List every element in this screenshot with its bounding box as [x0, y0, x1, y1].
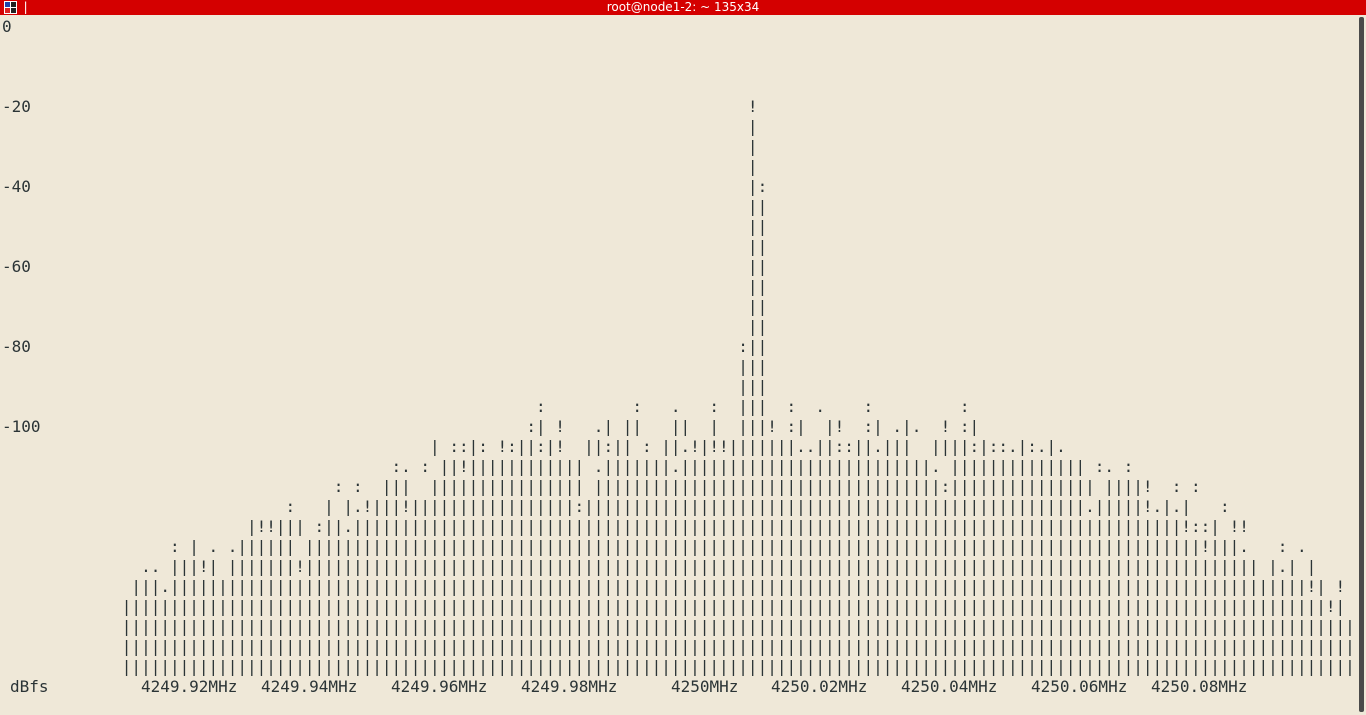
- y-tick-label: -100: [2, 417, 41, 436]
- spectrum-row: ||||||||||||||||||||||||||||||||||||||||…: [64, 617, 1355, 636]
- y-axis-ticks: 0 -20 -40 -60 -80 -100: [2, 17, 41, 436]
- x-tick-label: 4249.92MHz: [141, 677, 237, 696]
- spectrum-row: |||: [64, 377, 767, 396]
- spectrum-row: ||: [64, 257, 767, 276]
- y-tick-label: -60: [2, 257, 31, 276]
- spectrum-row: |: [64, 157, 758, 176]
- terminal-icon[interactable]: [4, 1, 17, 14]
- x-tick-label: 4250MHz: [671, 677, 738, 696]
- spectrum-row: :. : ||!|||||||||||| .|||||||.||||||||||…: [64, 457, 1133, 476]
- spectrum-row: ||: [64, 237, 767, 256]
- y-tick-label: -20: [2, 97, 31, 116]
- spectrum-row: |:: [64, 177, 767, 196]
- spectrum-row: : : . : ||| : . : :: [64, 397, 969, 416]
- spectrum-row: :| ! .| || || | |||! :| |! :| .|. ! :|: [64, 417, 979, 436]
- spectrum-row: ||||||||||||||||||||||||||||||||||||||||…: [64, 637, 1355, 656]
- spectrum-row: | ::|: !:||:|! ||:|| : ||.!|!!|||||||..|…: [64, 437, 1066, 456]
- title-separator: |: [22, 0, 30, 14]
- scrollbar-thumb[interactable]: [1359, 17, 1364, 712]
- y-axis-label: dBfs: [10, 677, 49, 696]
- spectrum-row: ||||||||||||||||||||||||||||||||||||||||…: [64, 657, 1355, 676]
- spectrum-row: ||: [64, 217, 767, 236]
- spectrum-row: .. |||!| |||||||!|||||||||||||||||||||||…: [64, 557, 1316, 576]
- spectrum-row: |: [64, 137, 758, 156]
- x-tick-label: 4249.94MHz: [261, 677, 357, 696]
- spectrum-row: |||.||||||||||||||||||||||||||||||||||||…: [64, 577, 1345, 596]
- spectrum-row: |||: [64, 357, 767, 376]
- x-tick-label: 4249.96MHz: [391, 677, 487, 696]
- spectrum-row: :||: [64, 337, 767, 356]
- spectrum-row: ||||||||||||||||||||||||||||||||||||||||…: [64, 597, 1345, 616]
- y-tick-label: -40: [2, 177, 31, 196]
- spectrum-row: |!!||| :||.|||||||||||||||||||||||||||||…: [64, 517, 1249, 536]
- spectrum-row: ||: [64, 277, 767, 296]
- terminal-area[interactable]: 0 -20 -40 -60 -80 -100 ! |: [0, 15, 1358, 715]
- spectrum-row: : | |.!|||!|||||||||||||||||:|||||||||||…: [64, 497, 1230, 516]
- y-tick-label: 0: [2, 17, 12, 36]
- spectrum-bars: ! | |: [64, 97, 1355, 676]
- window-title: root@node1-2: ~ 135x34: [606, 0, 760, 14]
- spectrum-row: : : ||| |||||||||||||||| |||||||||||||||…: [64, 477, 1201, 496]
- x-tick-label: 4250.08MHz: [1151, 677, 1247, 696]
- spectrum-plot: 0 -20 -40 -60 -80 -100 ! |: [2, 17, 1355, 696]
- x-axis-ticks: 4249.92MHz 4249.94MHz 4249.96MHz 4249.98MHz…: [141, 677, 1247, 696]
- spectrum-row: |: [64, 117, 758, 136]
- y-tick-label: -80: [2, 337, 31, 356]
- x-tick-label: 4250.04MHz: [901, 677, 997, 696]
- spectrum-row: !: [64, 97, 758, 116]
- x-tick-label: 4250.02MHz: [771, 677, 867, 696]
- spectrum-row: ||: [64, 197, 767, 216]
- spectrum-row: ||: [64, 317, 767, 336]
- x-tick-label: 4250.06MHz: [1031, 677, 1127, 696]
- scrollbar[interactable]: [1358, 15, 1366, 715]
- x-tick-label: 4249.98MHz: [521, 677, 617, 696]
- spectrum-row: : | . .|||||| ||||||||||||||||||||||||||…: [64, 537, 1307, 556]
- title-bar[interactable]: | root@node1-2: ~ 135x34: [0, 0, 1366, 15]
- spectrum-row: ||: [64, 297, 767, 316]
